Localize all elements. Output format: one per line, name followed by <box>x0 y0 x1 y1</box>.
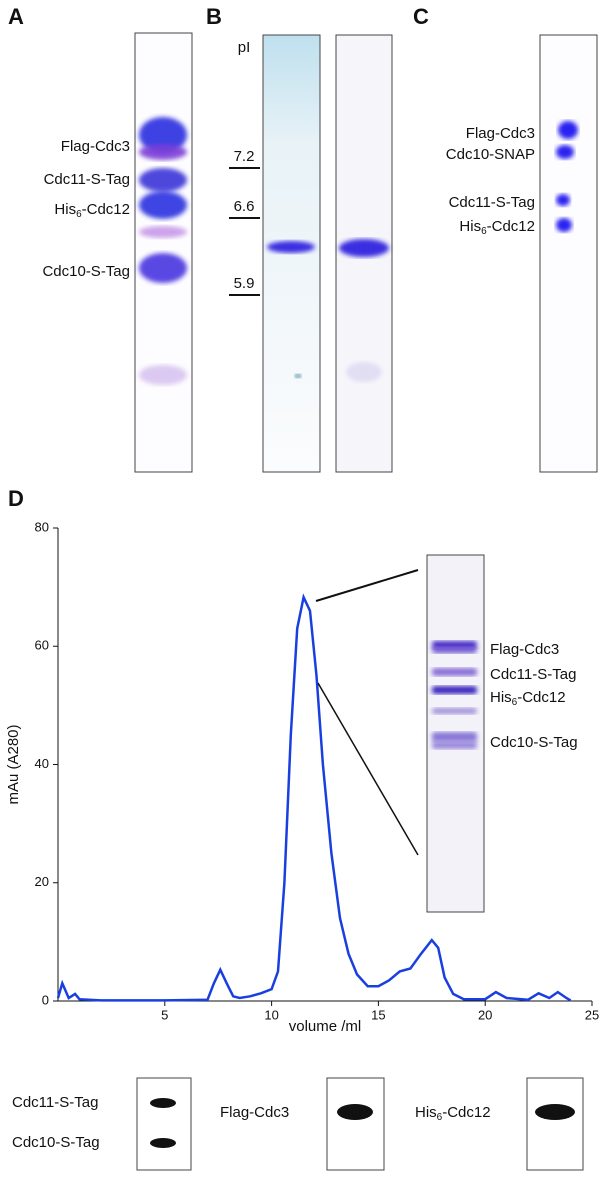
gel-lane <box>539 34 598 473</box>
y-tick-label: 0 <box>42 992 49 1007</box>
y-tick-label: 60 <box>35 638 49 653</box>
label-part: -Cdc12 <box>82 201 130 218</box>
protein-label: Cdc10-S-Tag <box>12 1134 100 1151</box>
protein-label: Cdc10-S-Tag <box>42 263 130 280</box>
protein-label: His6-Cdc12 <box>490 689 566 708</box>
pi-marker: 7.2 <box>234 148 255 165</box>
gel-band <box>295 374 301 378</box>
protein-label: Cdc10-SNAP <box>446 146 535 163</box>
label-subscript: 6 <box>481 226 487 237</box>
axis-title: pI <box>238 39 251 56</box>
blot-band <box>337 1104 373 1120</box>
connector <box>315 569 419 602</box>
panel-label: D <box>8 486 24 511</box>
label-subscript: 6 <box>512 697 518 708</box>
gel-band <box>432 686 477 694</box>
label-part: -Cdc12 <box>517 689 565 706</box>
gel-band <box>432 732 477 742</box>
y-tick-label: 80 <box>35 519 49 534</box>
gel-band <box>558 121 578 139</box>
blot-box <box>326 1077 385 1171</box>
label-part: His <box>490 689 512 706</box>
x-tick-label: 10 <box>264 1007 278 1022</box>
label-part: -Cdc12 <box>442 1104 490 1121</box>
protein-label: Flag-Cdc3 <box>61 138 130 155</box>
y-tick-label: 40 <box>35 756 49 771</box>
gel-lane <box>262 34 321 473</box>
gel-band <box>139 253 187 283</box>
gel-band <box>432 647 477 653</box>
protein-label: Cdc11-S-Tag <box>12 1094 98 1111</box>
panel-label: A <box>8 4 24 29</box>
chromatogram-line <box>56 593 572 1002</box>
gel-band <box>139 191 187 219</box>
x-tick-label: 5 <box>161 1007 168 1022</box>
label-part: His <box>459 218 481 235</box>
protein-label: Cdc11-S-Tag <box>44 171 130 188</box>
label-subscript: 6 <box>437 1112 443 1123</box>
label-part: -Cdc12 <box>487 218 535 235</box>
blot-band <box>535 1104 575 1120</box>
gel-band <box>346 362 382 382</box>
gel-band <box>139 117 187 153</box>
x-tick-label: 20 <box>478 1007 492 1022</box>
pi-marker: 5.9 <box>234 275 255 292</box>
gel-band <box>432 708 477 714</box>
gel-lane <box>134 32 193 473</box>
blot-box <box>136 1077 192 1171</box>
connector <box>317 682 419 856</box>
blot-box <box>526 1077 584 1171</box>
protein-label: His6-Cdc12 <box>459 218 535 237</box>
gel-band <box>139 168 187 192</box>
protein-label: Cdc11-S-Tag <box>490 666 576 683</box>
x-tick-label: 15 <box>371 1007 385 1022</box>
gel-band <box>339 239 389 257</box>
protein-label: Flag-Cdc3 <box>220 1104 289 1121</box>
y-tick-label: 20 <box>35 874 49 889</box>
protein-label: Cdc11-S-Tag <box>449 194 535 211</box>
panel-label: C <box>413 4 429 29</box>
gel-band <box>556 145 574 159</box>
protein-label: His6-Cdc12 <box>415 1104 491 1123</box>
blot-band <box>150 1098 176 1108</box>
protein-label: Flag-Cdc3 <box>490 641 559 658</box>
label-subscript: 6 <box>76 209 82 220</box>
gel-band <box>139 365 187 385</box>
panel-label: B <box>206 4 222 29</box>
gel-band <box>556 194 570 206</box>
protein-label: Flag-Cdc3 <box>466 125 535 142</box>
label-part: His <box>415 1104 437 1121</box>
pi-marker: 6.6 <box>234 198 255 215</box>
blot-band <box>150 1138 176 1148</box>
gel-band <box>432 668 477 676</box>
x-tick-label: 25 <box>585 1007 599 1022</box>
gel-band <box>139 226 187 238</box>
y-axis-title: mAu (A280) <box>5 724 22 804</box>
gel-band <box>267 241 315 253</box>
gel-band <box>556 218 572 232</box>
x-axis-title: volume /ml <box>289 1018 362 1035</box>
gel-band <box>432 741 477 749</box>
protein-label: Cdc10-S-Tag <box>490 734 578 751</box>
protein-label: His6-Cdc12 <box>54 201 130 220</box>
gel-band <box>139 144 187 160</box>
label-part: His <box>54 201 76 218</box>
